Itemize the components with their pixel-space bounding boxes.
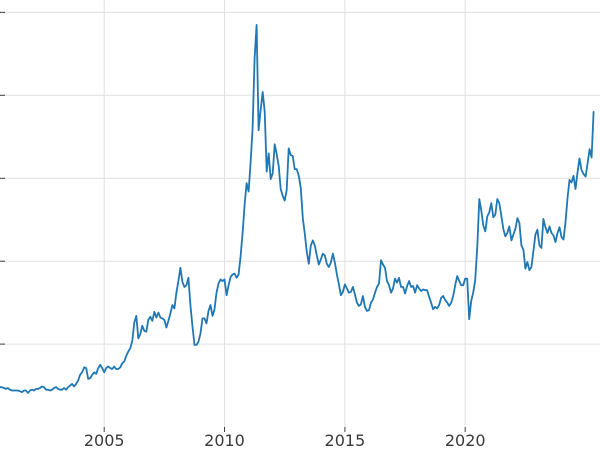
x-tick-label: 2015 [325, 431, 366, 450]
price-line [0, 23, 595, 394]
x-tick-label: 2005 [84, 431, 125, 450]
x-tick-label: 2010 [204, 431, 245, 450]
x-tick-label: 2020 [445, 431, 486, 450]
